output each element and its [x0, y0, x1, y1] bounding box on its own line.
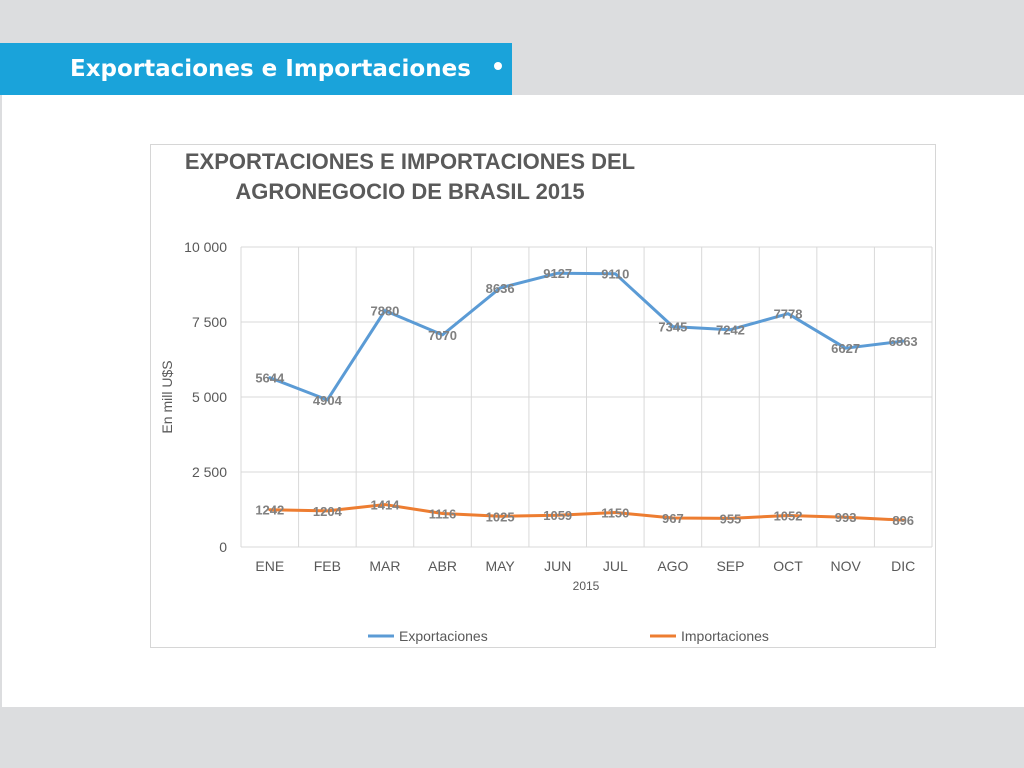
- data-label: 7070: [428, 328, 457, 343]
- bullet-dot-icon: [494, 62, 502, 70]
- series-line-importaciones: [268, 503, 905, 522]
- x-tick-label: DIC: [891, 558, 915, 574]
- data-label: 1052: [774, 508, 803, 523]
- data-label: 1025: [486, 509, 515, 524]
- data-label: 9127: [543, 266, 572, 281]
- data-label: 967: [662, 511, 684, 526]
- x-tick-label: MAY: [485, 558, 515, 574]
- data-label: 4904: [313, 393, 343, 408]
- x-tick-label: SEP: [716, 558, 744, 574]
- x-tick-label: JUN: [544, 558, 571, 574]
- data-label: 896: [892, 513, 914, 528]
- x-tick-label: ABR: [428, 558, 457, 574]
- data-label: 955: [720, 511, 742, 526]
- y-axis-title: En mill U$S: [159, 360, 175, 433]
- legend-label: Exportaciones: [399, 628, 488, 644]
- y-tick-label: 0: [219, 539, 227, 555]
- x-axis-title: 2015: [573, 579, 600, 593]
- data-label: 8636: [486, 281, 515, 296]
- x-tick-label: OCT: [773, 558, 803, 574]
- data-label: 7345: [658, 320, 687, 335]
- legend-label: Importaciones: [681, 628, 769, 644]
- y-tick-label: 10 000: [184, 239, 227, 255]
- data-label: 6627: [831, 341, 860, 356]
- data-label: 5644: [255, 371, 285, 386]
- x-tick-label: FEB: [314, 558, 341, 574]
- y-tick-label: 5 000: [192, 389, 227, 405]
- data-label: 7778: [774, 307, 803, 322]
- data-label: 9110: [601, 267, 629, 282]
- slide-title: Exportaciones e Importaciones: [70, 56, 471, 82]
- data-label: 1059: [543, 508, 572, 523]
- y-tick-label: 7 500: [192, 314, 227, 330]
- x-tick-label: NOV: [830, 558, 861, 574]
- data-label: 1150: [601, 506, 629, 521]
- data-label: 6863: [889, 334, 918, 349]
- data-label: 1204: [313, 504, 343, 519]
- data-label: 1414: [370, 498, 400, 513]
- y-tick-label: 2 500: [192, 464, 227, 480]
- data-label: 7880: [370, 304, 399, 319]
- title-banner: [0, 43, 512, 95]
- data-label: 1242: [255, 503, 284, 518]
- chart-title: EXPORTACIONES E IMPORTACIONES DEL AGRONE…: [184, 149, 636, 204]
- x-tick-label: ENE: [255, 558, 284, 574]
- x-tick-label: MAR: [369, 558, 400, 574]
- data-label: 1116: [429, 507, 457, 522]
- x-tick-label: AGO: [657, 558, 688, 574]
- chart-frame: [150, 144, 936, 648]
- data-label: 7242: [716, 323, 745, 338]
- series-line-exportaciones: [268, 271, 905, 402]
- data-label: 993: [835, 510, 857, 525]
- x-tick-label: JUL: [603, 558, 628, 574]
